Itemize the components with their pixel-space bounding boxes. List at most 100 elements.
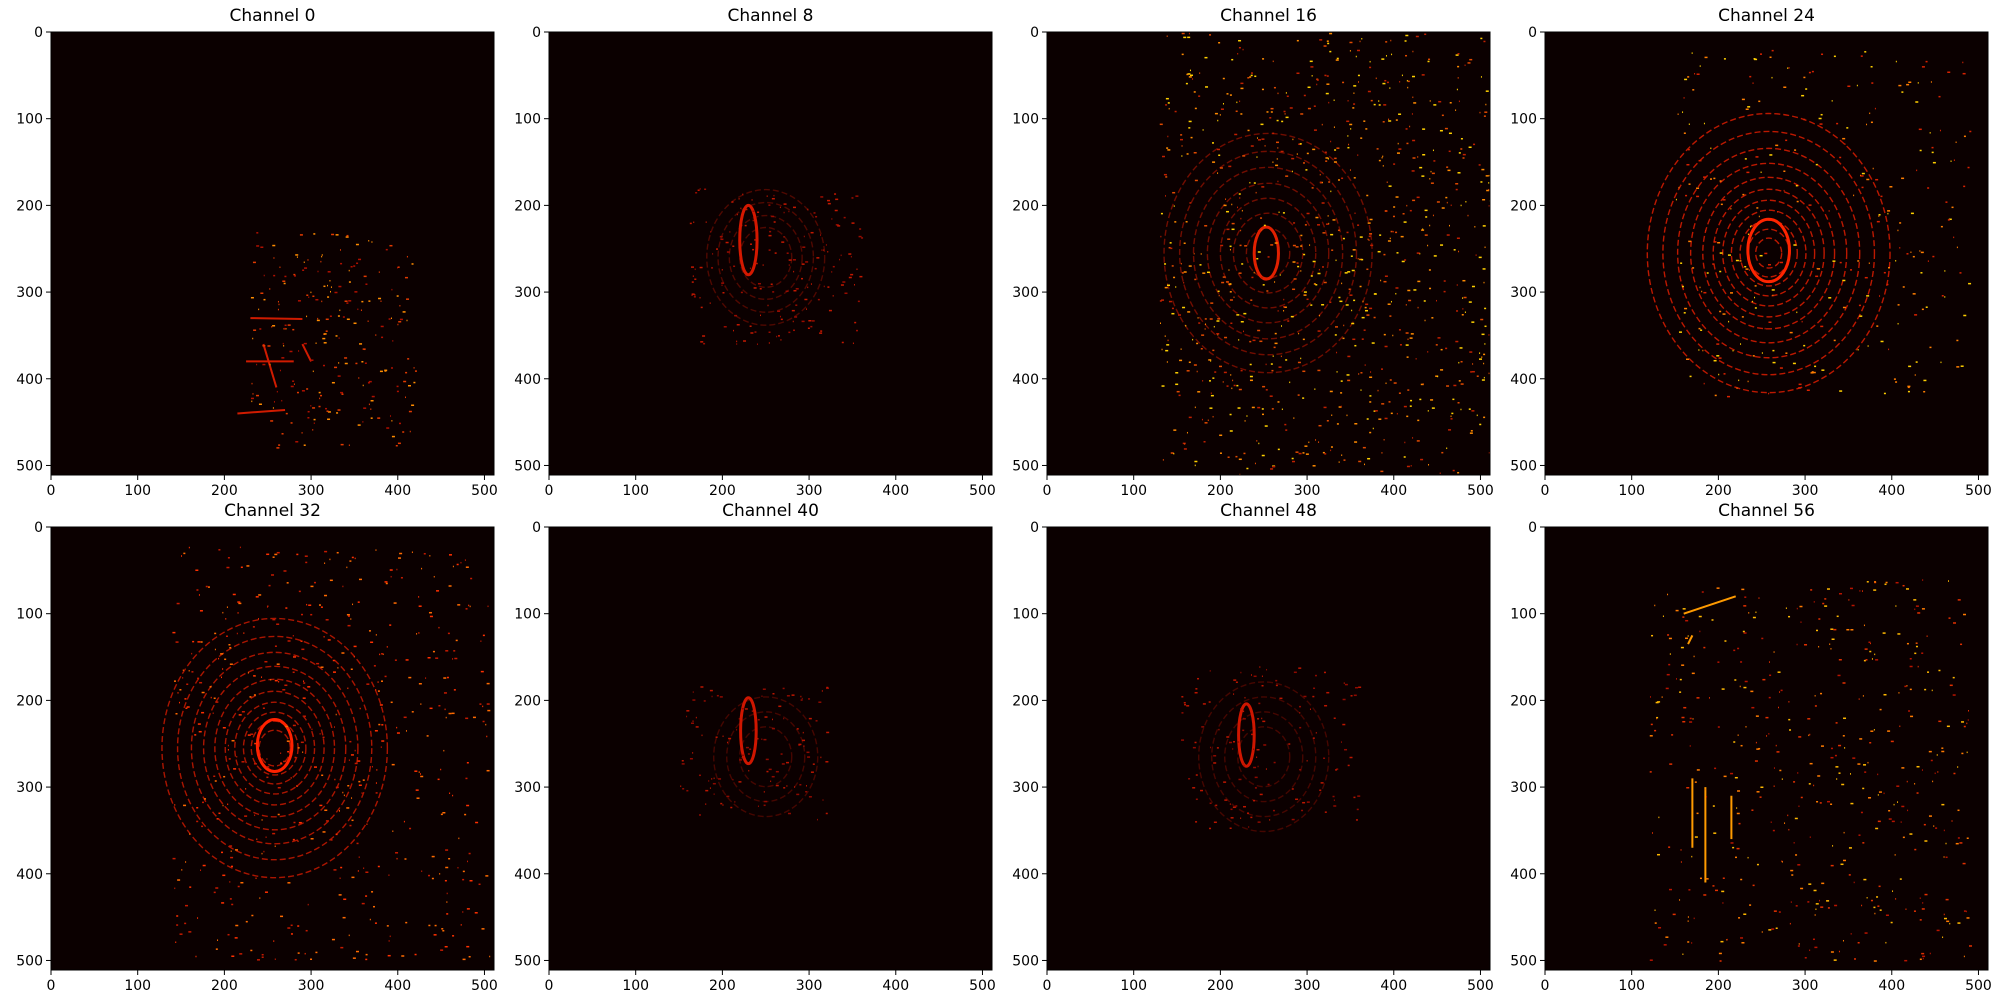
feature-point (1240, 113, 1243, 115)
feature-point (1325, 223, 1329, 225)
feature-point (1340, 741, 1342, 743)
feature-point (1239, 100, 1241, 103)
feature-point (1877, 820, 1881, 823)
feature-point (252, 337, 254, 340)
feature-point (1722, 902, 1724, 904)
feature-point (1877, 773, 1879, 776)
x-tick-label: 200 (1705, 483, 1732, 499)
feature-point (324, 550, 328, 553)
feature-point (1430, 399, 1434, 401)
feature-point (1781, 860, 1783, 863)
feature-point (377, 417, 381, 419)
feature-point (469, 879, 473, 882)
feature-point (335, 234, 339, 236)
feature-point (1765, 716, 1769, 719)
feature-point (785, 290, 789, 293)
feature-point (1393, 163, 1396, 165)
feature-point (421, 567, 423, 570)
feature-point (793, 289, 797, 292)
feature-point (1894, 854, 1896, 856)
feature-point (743, 340, 747, 342)
feature-point (351, 876, 355, 879)
feature-point (1488, 182, 1490, 184)
feature-point (1446, 166, 1449, 168)
feature-point (329, 558, 331, 561)
feature-point (340, 391, 344, 394)
feature-point (1811, 70, 1814, 73)
feature-point (1735, 259, 1739, 262)
feature-point (1217, 318, 1221, 320)
feature-point (390, 701, 393, 704)
feature-point (1230, 374, 1232, 376)
heatmap-background (1047, 527, 1490, 970)
feature-point (1956, 339, 1959, 342)
feature-point (1804, 644, 1808, 646)
feature-point (231, 903, 234, 906)
feature-point (744, 224, 747, 227)
feature-point (1944, 270, 1946, 272)
feature-point (1336, 351, 1338, 354)
feature-point (1887, 210, 1891, 212)
feature-point (1699, 65, 1701, 67)
feature-point (1478, 164, 1481, 166)
feature-point (231, 955, 235, 957)
feature-point (411, 263, 414, 265)
feature-point (396, 385, 399, 388)
feature-point (1945, 201, 1948, 203)
feature-point (1387, 240, 1391, 242)
feature-point (356, 842, 359, 845)
feature-point (371, 241, 373, 243)
feature-point (1756, 863, 1759, 866)
feature-point (1160, 322, 1162, 324)
feature-point (1407, 86, 1409, 89)
feature-point (1237, 741, 1240, 743)
feature-point (1231, 222, 1235, 225)
feature-point (1945, 842, 1947, 845)
feature-point (1703, 291, 1707, 294)
x-tick-label: 0 (1541, 483, 1550, 499)
feature-point (335, 833, 338, 836)
feature-point (1649, 696, 1651, 698)
feature-point (1471, 410, 1475, 412)
feature-point (283, 345, 285, 347)
feature-point (699, 296, 701, 299)
feature-point (1769, 154, 1773, 156)
feature-point (1209, 670, 1211, 672)
feature-point (1395, 292, 1397, 295)
feature-point (186, 683, 189, 686)
feature-point (1237, 206, 1239, 209)
feature-point (1231, 58, 1234, 61)
feature-point (1183, 271, 1187, 273)
x-tick-label: 300 (1294, 978, 1321, 994)
feature-point (1260, 217, 1263, 219)
feature-point (1443, 280, 1446, 282)
feature-point (1195, 821, 1198, 823)
feature-point (1373, 316, 1376, 319)
feature-point (260, 292, 264, 294)
feature-point (1460, 383, 1464, 385)
feature-point (1201, 726, 1205, 728)
feature-point (1866, 295, 1870, 297)
feature-point (1326, 420, 1329, 422)
y-tick-label: 500 (1012, 458, 1039, 474)
feature-point (1866, 178, 1870, 181)
feature-point (1953, 772, 1956, 775)
feature-point (853, 284, 855, 286)
feature-point (1448, 132, 1452, 135)
feature-point (1703, 122, 1705, 125)
feature-point (1312, 695, 1315, 698)
feature-point (396, 295, 399, 297)
feature-point (1775, 744, 1777, 747)
feature-point (705, 221, 707, 223)
feature-point (1249, 363, 1252, 366)
feature-point (1312, 737, 1315, 739)
feature-point (1346, 374, 1350, 376)
feature-point (1353, 177, 1356, 179)
feature-point (1921, 652, 1924, 654)
feature-point (1912, 255, 1915, 258)
feature-point (391, 763, 395, 766)
feature-point (1861, 186, 1864, 189)
feature-point (1261, 186, 1265, 188)
feature-point (1383, 280, 1387, 283)
feature-point (695, 191, 698, 194)
